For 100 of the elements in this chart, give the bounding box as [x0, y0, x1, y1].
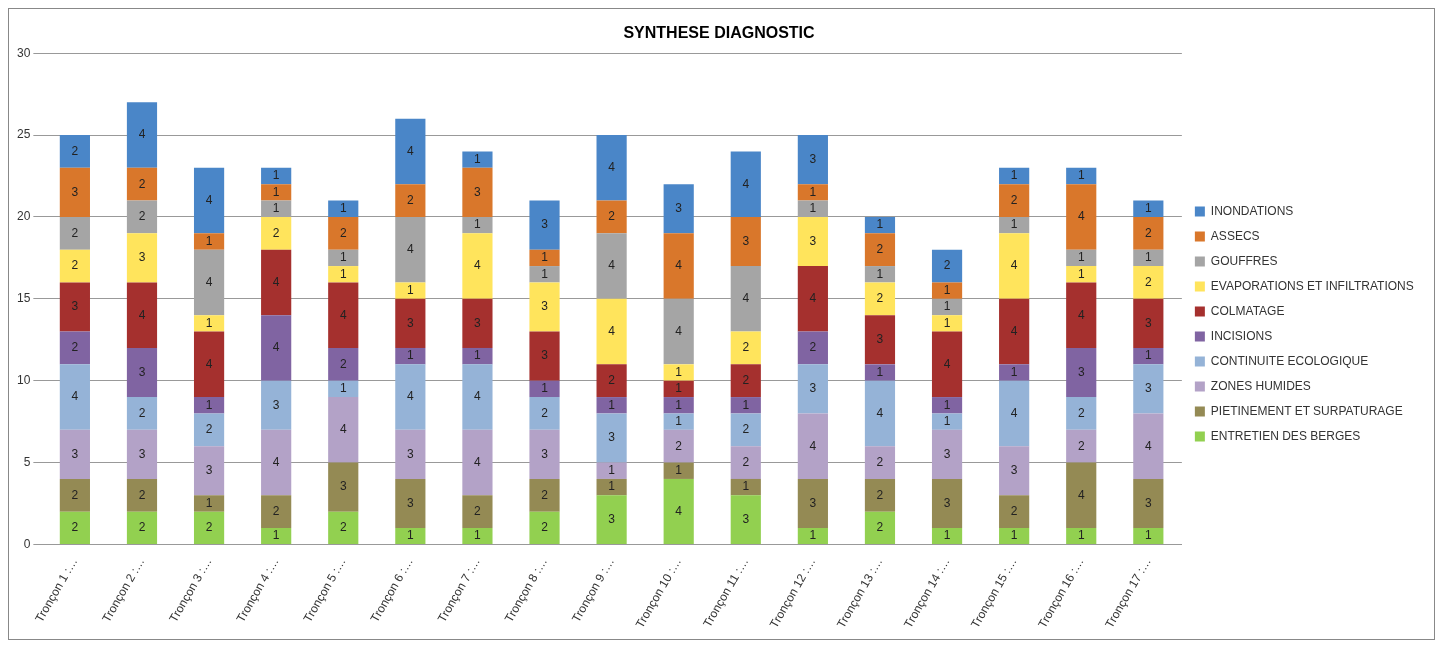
data-label: 3: [1144, 315, 1152, 330]
bar: [1133, 413, 1164, 479]
data-label: 2: [205, 422, 213, 437]
bar: [261, 249, 292, 316]
bar: [931, 397, 963, 414]
data-label: 1: [205, 397, 213, 412]
bar: [596, 200, 627, 234]
bar: [261, 167, 292, 185]
bar: [395, 478, 426, 529]
bar: [261, 216, 292, 250]
data-label: 1: [876, 364, 884, 379]
data-label: 1: [943, 528, 951, 543]
data-label: 4: [272, 340, 280, 355]
bar: [999, 446, 1030, 496]
data-label: 3: [541, 299, 549, 314]
data-label: 3: [339, 479, 347, 494]
data-label: 3: [943, 446, 951, 461]
bar: [730, 495, 761, 544]
bar: [663, 397, 694, 414]
bar: [931, 528, 963, 544]
bar: [999, 167, 1030, 185]
bar: [529, 511, 560, 544]
data-label: 3: [272, 397, 280, 412]
bar: [328, 282, 359, 348]
data-label: 4: [1077, 487, 1085, 502]
data-label: 4: [407, 143, 414, 158]
data-label: 1: [339, 381, 347, 396]
bar: [529, 282, 560, 332]
bar: [663, 462, 694, 479]
bar: [529, 331, 560, 381]
data-label: 1: [742, 397, 750, 412]
data-label: 3: [138, 446, 146, 461]
legend-label: INONDATIONS: [1210, 203, 1294, 218]
data-label: 1: [541, 250, 549, 265]
data-label: 2: [71, 487, 79, 502]
bar: [931, 249, 963, 283]
bar: [529, 266, 560, 283]
data-label: 2: [71, 143, 79, 158]
bar: [864, 216, 896, 234]
data-label: 1: [876, 266, 884, 281]
bar: [663, 364, 694, 381]
bar: [59, 135, 90, 168]
bar: [462, 528, 493, 544]
bar: [59, 249, 90, 283]
data-label: 4: [742, 176, 750, 191]
data-label: 1: [1144, 348, 1152, 363]
bar: [126, 233, 158, 283]
data-label: 1: [1077, 266, 1085, 281]
bar: [395, 528, 426, 544]
data-label: 1: [272, 201, 280, 216]
legend-label: ASSECS: [1210, 228, 1260, 243]
data-label: 1: [474, 528, 482, 543]
bar: [193, 315, 225, 332]
bar: [1133, 347, 1164, 365]
data-label: 1: [1144, 250, 1152, 265]
bar: [395, 282, 426, 299]
bar: [328, 511, 359, 544]
bar: [126, 511, 158, 544]
data-label: 4: [339, 307, 347, 322]
data-label: 2: [339, 356, 347, 371]
data-label: 4: [138, 307, 146, 322]
data-label: 1: [675, 364, 683, 379]
data-label: 1: [608, 463, 616, 478]
data-label: 4: [407, 389, 414, 404]
bar: [999, 184, 1030, 217]
bar: [931, 429, 963, 479]
data-label: 1: [742, 479, 750, 494]
data-label: 2: [876, 454, 884, 469]
bar: [328, 266, 359, 283]
bar: [931, 331, 963, 398]
bar: [126, 167, 158, 201]
data-label: 3: [742, 233, 750, 248]
data-label: 2: [1144, 225, 1152, 240]
legend-label: EVAPORATIONS ET INFILTRATIONS: [1210, 278, 1414, 293]
bar: [59, 511, 90, 544]
data-label: 4: [675, 258, 683, 273]
data-label: 2: [943, 258, 951, 273]
bar: [1133, 528, 1164, 544]
bar: [999, 298, 1030, 365]
data-label: 1: [1077, 168, 1085, 183]
y-tick-label: 15: [16, 291, 31, 306]
data-label: 3: [71, 184, 79, 199]
data-label: 3: [1010, 463, 1018, 478]
data-label: 1: [943, 315, 951, 330]
bar: [663, 380, 694, 398]
bar: [59, 478, 90, 512]
bar: [261, 495, 292, 529]
bar: [193, 446, 225, 496]
data-label: 1: [608, 479, 616, 494]
data-label: 3: [474, 184, 482, 199]
data-label: 3: [205, 463, 213, 478]
bar: [1066, 528, 1097, 544]
bar: [462, 347, 493, 365]
bar: [1066, 184, 1097, 250]
data-label: 3: [1144, 495, 1152, 510]
bar: [730, 331, 761, 365]
data-label: 2: [608, 209, 616, 224]
data-label: 1: [205, 495, 213, 510]
data-label: 1: [943, 282, 951, 297]
bar: [328, 249, 359, 267]
